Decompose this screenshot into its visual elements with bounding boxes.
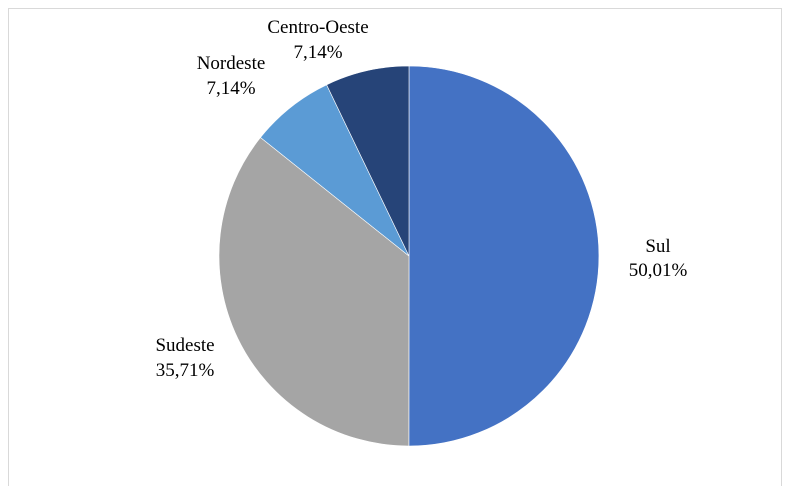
slice-name-sul: Sul [645,236,670,257]
pie-slice-centro-oeste [326,65,410,257]
chart-frame [8,8,782,486]
slice-name-sudeste: Sudeste [155,335,214,356]
slice-value-nordeste: 7,14% [206,78,255,99]
slice-value-sudeste: 35,71% [156,360,215,381]
slice-name-centro-oeste: Centro-Oeste [267,17,368,38]
pie-slice-sudeste [218,137,410,447]
slice-value-sul: 50,01% [629,260,688,281]
pie-slice-sul [408,65,600,447]
pie-slices [218,65,600,447]
slice-name-nordeste: Nordeste [197,53,266,74]
slice-value-centro-oeste: 7,14% [293,42,342,63]
